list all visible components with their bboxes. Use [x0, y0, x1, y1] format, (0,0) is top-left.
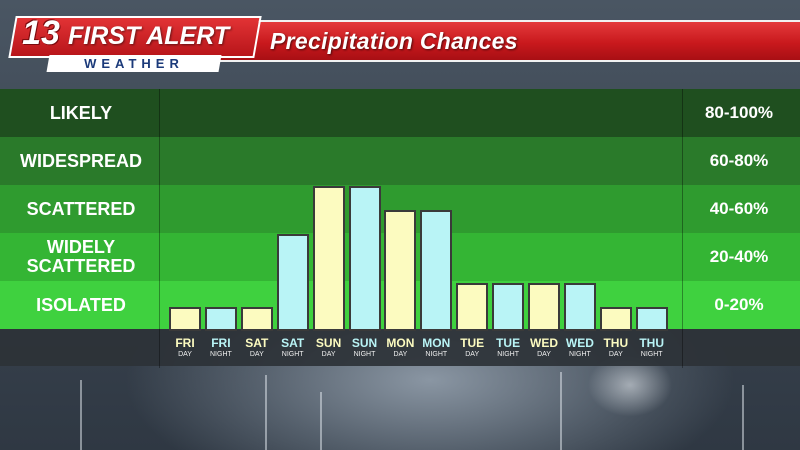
- x-tick-day: THU: [639, 336, 665, 350]
- rain-streak: [80, 380, 82, 450]
- x-tick-day: SUN: [351, 336, 378, 350]
- x-tick-day: TUE: [496, 336, 521, 350]
- x-tick-day: WED: [565, 336, 594, 350]
- x-tick-label: FRI DAY: [167, 336, 203, 360]
- x-tick-period: DAY: [249, 351, 264, 358]
- x-tick-label: MON DAY: [382, 336, 418, 360]
- category-band: [0, 137, 800, 185]
- x-tick-label: MON NIGHT: [418, 336, 454, 360]
- precip-bar-mon-night: [420, 210, 453, 331]
- column-divider: [159, 89, 160, 368]
- rain-streak: [265, 375, 267, 450]
- precip-bar-tue-day: [456, 282, 489, 331]
- x-tick-label: FRI NIGHT: [203, 336, 239, 360]
- band-label: ISOLATED: [36, 294, 126, 315]
- precip-bar-sun-night: [348, 185, 381, 331]
- precip-bar-fri-night: [204, 306, 237, 331]
- x-tick-day: WED: [530, 336, 558, 350]
- x-tick-day: SUN: [315, 336, 342, 350]
- rain-streak: [320, 392, 322, 450]
- logo-text: FIRST ALERT: [68, 22, 230, 50]
- band-label: WIDELY SCATTERED: [26, 237, 136, 276]
- rain-streak: [742, 385, 744, 450]
- precip-bar-fri-day: [169, 306, 201, 331]
- band-label: SCATTERED: [26, 198, 136, 219]
- x-tick-period: NIGHT: [425, 351, 448, 358]
- x-tick-label: WED DAY: [526, 336, 562, 360]
- x-tick-period: DAY: [537, 351, 551, 358]
- x-tick-period: DAY: [321, 351, 336, 358]
- precip-bar-thu-night: [635, 306, 668, 331]
- x-tick-label: THU NIGHT: [634, 336, 670, 360]
- column-divider: [682, 89, 683, 368]
- precip-bar-sat-day: [240, 306, 273, 331]
- x-tick-label: THU DAY: [598, 336, 634, 360]
- x-tick-period: NIGHT: [640, 351, 663, 358]
- x-tick-period: NIGHT: [353, 351, 376, 358]
- precip-bar-wed-night: [563, 282, 596, 331]
- x-tick-label: WED NIGHT: [562, 336, 598, 360]
- x-tick-period: NIGHT: [497, 351, 519, 358]
- x-tick-label: SAT NIGHT: [275, 336, 311, 360]
- day-label-strip: [0, 329, 800, 366]
- band-range-label: 80-100%: [704, 103, 774, 122]
- precip-bar-sat-night: [276, 234, 309, 331]
- precip-bar-wed-day: [528, 282, 560, 331]
- band-range-label: 0-20%: [714, 295, 764, 314]
- x-tick-day: FRI: [175, 336, 195, 350]
- precip-bar-thu-day: [599, 306, 632, 331]
- x-tick-day: SAT: [245, 336, 269, 350]
- x-tick-period: DAY: [608, 351, 623, 358]
- x-tick-label: SUN DAY: [311, 336, 347, 360]
- x-tick-day: MON: [422, 336, 451, 350]
- precip-bar-sun-day: [312, 185, 345, 331]
- category-band: [0, 89, 800, 137]
- logo-subtitle: WEATHER: [84, 56, 184, 71]
- band-label: WIDESPREAD: [19, 150, 142, 171]
- band-range-label: 60-80%: [709, 151, 769, 170]
- x-tick-day: SAT: [281, 336, 305, 350]
- x-tick-label: SUN NIGHT: [347, 336, 383, 360]
- x-tick-period: DAY: [465, 351, 480, 358]
- band-range-label: 20-40%: [709, 247, 769, 266]
- x-tick-day: TUE: [460, 336, 485, 350]
- x-tick-day: MON: [386, 336, 415, 350]
- x-tick-label: TUE NIGHT: [490, 336, 526, 360]
- x-tick-label: TUE DAY: [454, 336, 490, 360]
- rain-streak: [560, 372, 562, 450]
- x-tick-period: DAY: [178, 351, 192, 358]
- band-range-label: 40-60%: [709, 199, 769, 218]
- x-tick-label: SAT DAY: [239, 336, 275, 360]
- x-tick-period: NIGHT: [569, 351, 591, 358]
- x-tick-period: NIGHT: [210, 351, 232, 358]
- precip-bar-mon-day: [384, 210, 417, 331]
- page-title: Precipitation Chances: [270, 28, 518, 54]
- x-tick-period: NIGHT: [281, 351, 304, 358]
- precip-bar-tue-night: [492, 282, 525, 331]
- x-tick-day: FRI: [211, 336, 231, 350]
- x-tick-day: THU: [603, 336, 629, 350]
- logo-number: 13: [22, 14, 60, 52]
- x-tick-period: DAY: [393, 351, 408, 358]
- band-label: LIKELY: [49, 102, 113, 123]
